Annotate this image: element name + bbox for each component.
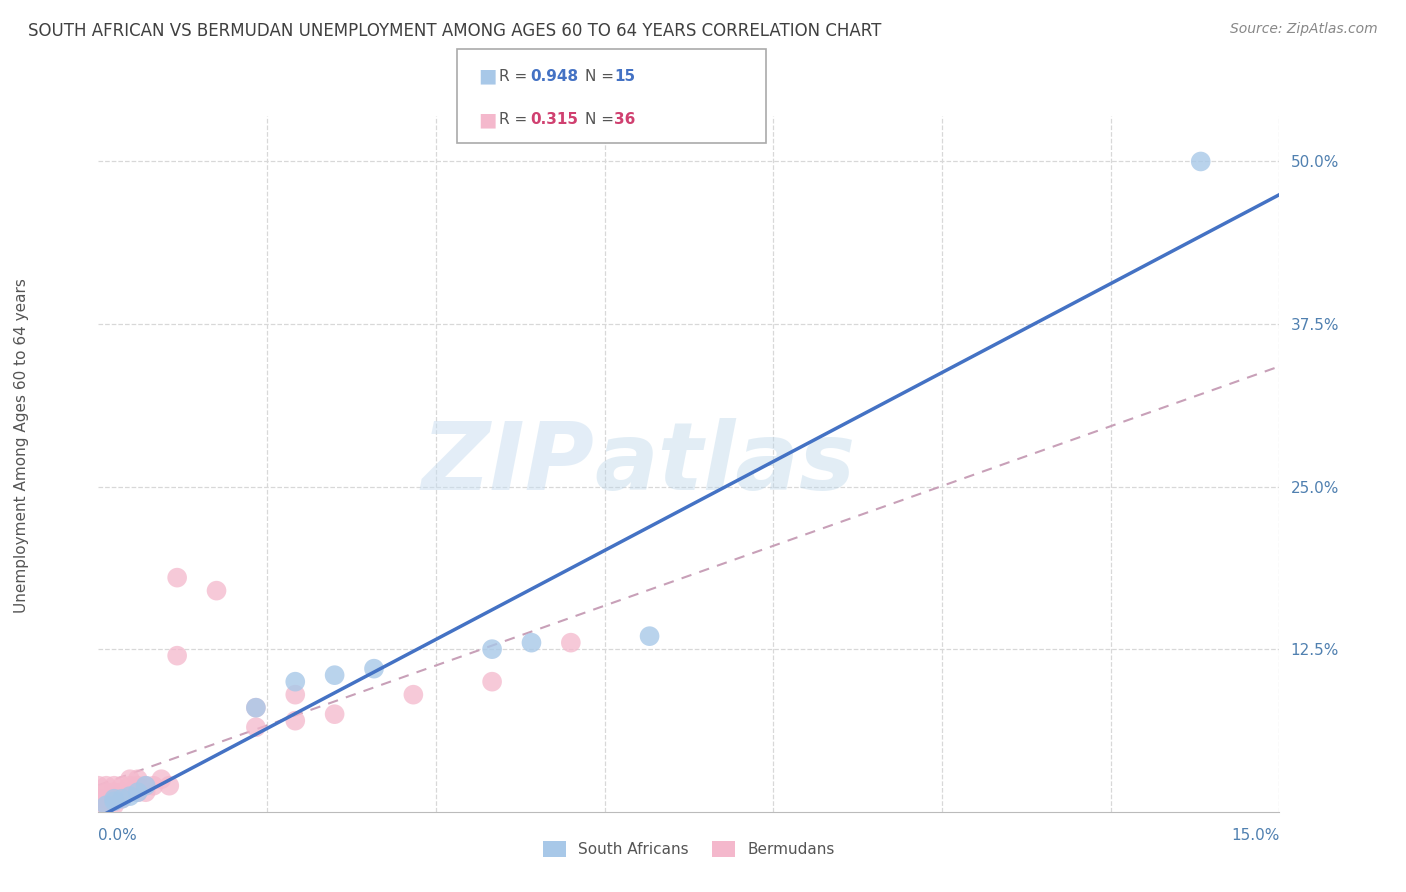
Point	[157, 779, 180, 793]
Point	[363, 662, 385, 676]
Legend: South Africans, Bermudans: South Africans, Bermudans	[537, 835, 841, 863]
Point	[166, 571, 188, 585]
Text: 0.0%: 0.0%	[98, 828, 138, 843]
Text: Unemployment Among Ages 60 to 64 years: Unemployment Among Ages 60 to 64 years	[14, 278, 28, 614]
Text: ■: ■	[478, 67, 496, 86]
Text: ■: ■	[478, 110, 496, 129]
Point	[560, 635, 582, 649]
Text: 36: 36	[614, 112, 636, 128]
Point	[118, 772, 141, 787]
Point	[96, 779, 118, 793]
Text: N =: N =	[585, 112, 619, 128]
Point	[103, 791, 125, 805]
Text: 15.0%: 15.0%	[1232, 828, 1279, 843]
Point	[127, 785, 149, 799]
Point	[103, 785, 125, 799]
Point	[323, 668, 346, 682]
Point	[166, 648, 188, 663]
Point	[284, 714, 307, 728]
Point	[111, 785, 134, 799]
Point	[96, 785, 118, 799]
Point	[118, 785, 141, 799]
Point	[118, 779, 141, 793]
Point	[150, 772, 173, 787]
Point	[127, 772, 149, 787]
Point	[481, 642, 503, 657]
Text: 15: 15	[614, 69, 636, 84]
Point	[284, 688, 307, 702]
Text: 0.315: 0.315	[530, 112, 578, 128]
Point	[103, 779, 125, 793]
Point	[111, 779, 134, 793]
Text: 0.948: 0.948	[530, 69, 578, 84]
Point	[87, 791, 110, 805]
Text: atlas: atlas	[595, 417, 856, 510]
Point	[135, 779, 157, 793]
Text: R =: R =	[499, 69, 533, 84]
Point	[638, 629, 661, 643]
Point	[87, 779, 110, 793]
Point	[520, 635, 543, 649]
Point	[103, 798, 125, 813]
Point	[323, 707, 346, 722]
Point	[111, 791, 134, 805]
Point	[87, 798, 110, 813]
Point	[135, 785, 157, 799]
Point	[142, 779, 165, 793]
Point	[96, 791, 118, 805]
Text: ZIP: ZIP	[422, 417, 595, 510]
Point	[96, 798, 118, 813]
Point	[205, 583, 228, 598]
Point	[245, 700, 267, 714]
Point	[127, 779, 149, 793]
Point	[245, 700, 267, 714]
Text: Source: ZipAtlas.com: Source: ZipAtlas.com	[1230, 22, 1378, 37]
Point	[103, 791, 125, 805]
Point	[135, 779, 157, 793]
Point	[103, 794, 125, 808]
Point	[118, 789, 141, 804]
Point	[127, 785, 149, 799]
Text: SOUTH AFRICAN VS BERMUDAN UNEMPLOYMENT AMONG AGES 60 TO 64 YEARS CORRELATION CHA: SOUTH AFRICAN VS BERMUDAN UNEMPLOYMENT A…	[28, 22, 882, 40]
Point	[481, 674, 503, 689]
Point	[111, 791, 134, 805]
Point	[96, 798, 118, 813]
Point	[402, 688, 425, 702]
Point	[1189, 154, 1212, 169]
Point	[245, 720, 267, 734]
Text: R =: R =	[499, 112, 533, 128]
Point	[284, 674, 307, 689]
Text: N =: N =	[585, 69, 619, 84]
